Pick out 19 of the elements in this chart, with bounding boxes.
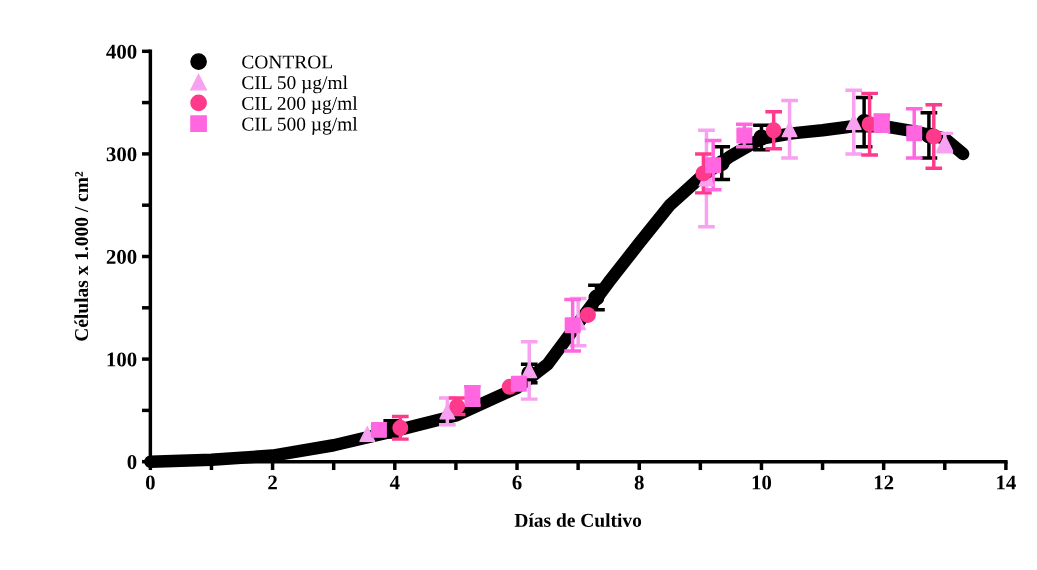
y-axis-title: Células x 1.000 / cm² [74,171,89,341]
x-tick-label: 4 [389,475,400,490]
x-tick-label: 12 [874,475,894,490]
x-tick-label: 14 [997,475,1016,490]
x-tick-label: 8 [634,475,644,490]
legend-label: CONTROL [242,55,333,69]
x-tick-label: 0 [145,475,155,490]
x-tick-label: 2 [268,475,277,490]
x-tick-label: 6 [512,475,522,490]
y-tick-label: 300 [106,147,137,162]
y-tick-label: 200 [106,249,137,264]
legend-label: CIL 500 µg/ml [242,116,358,135]
y-tick-label: 100 [107,352,137,367]
y-tick-label: 400 [106,44,137,59]
x-tick-label: 10 [752,475,772,490]
legend-label: CIL 50 µg/ml [242,75,348,94]
y-tick-label: 0 [127,455,137,470]
x-axis-title: Días de Cultivo [514,513,642,527]
legend-label: CIL 200 µg/ml [242,96,358,114]
